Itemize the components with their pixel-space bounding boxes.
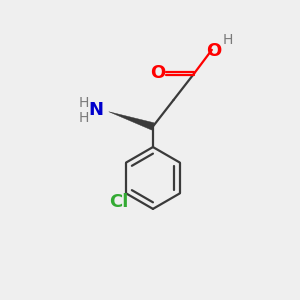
Text: N: N (88, 101, 103, 119)
Text: O: O (206, 42, 221, 60)
Text: H: H (79, 111, 89, 124)
Polygon shape (109, 112, 154, 130)
Text: H: H (223, 33, 233, 46)
Text: H: H (79, 96, 89, 110)
Text: O: O (150, 64, 166, 82)
Text: Cl: Cl (109, 193, 128, 211)
